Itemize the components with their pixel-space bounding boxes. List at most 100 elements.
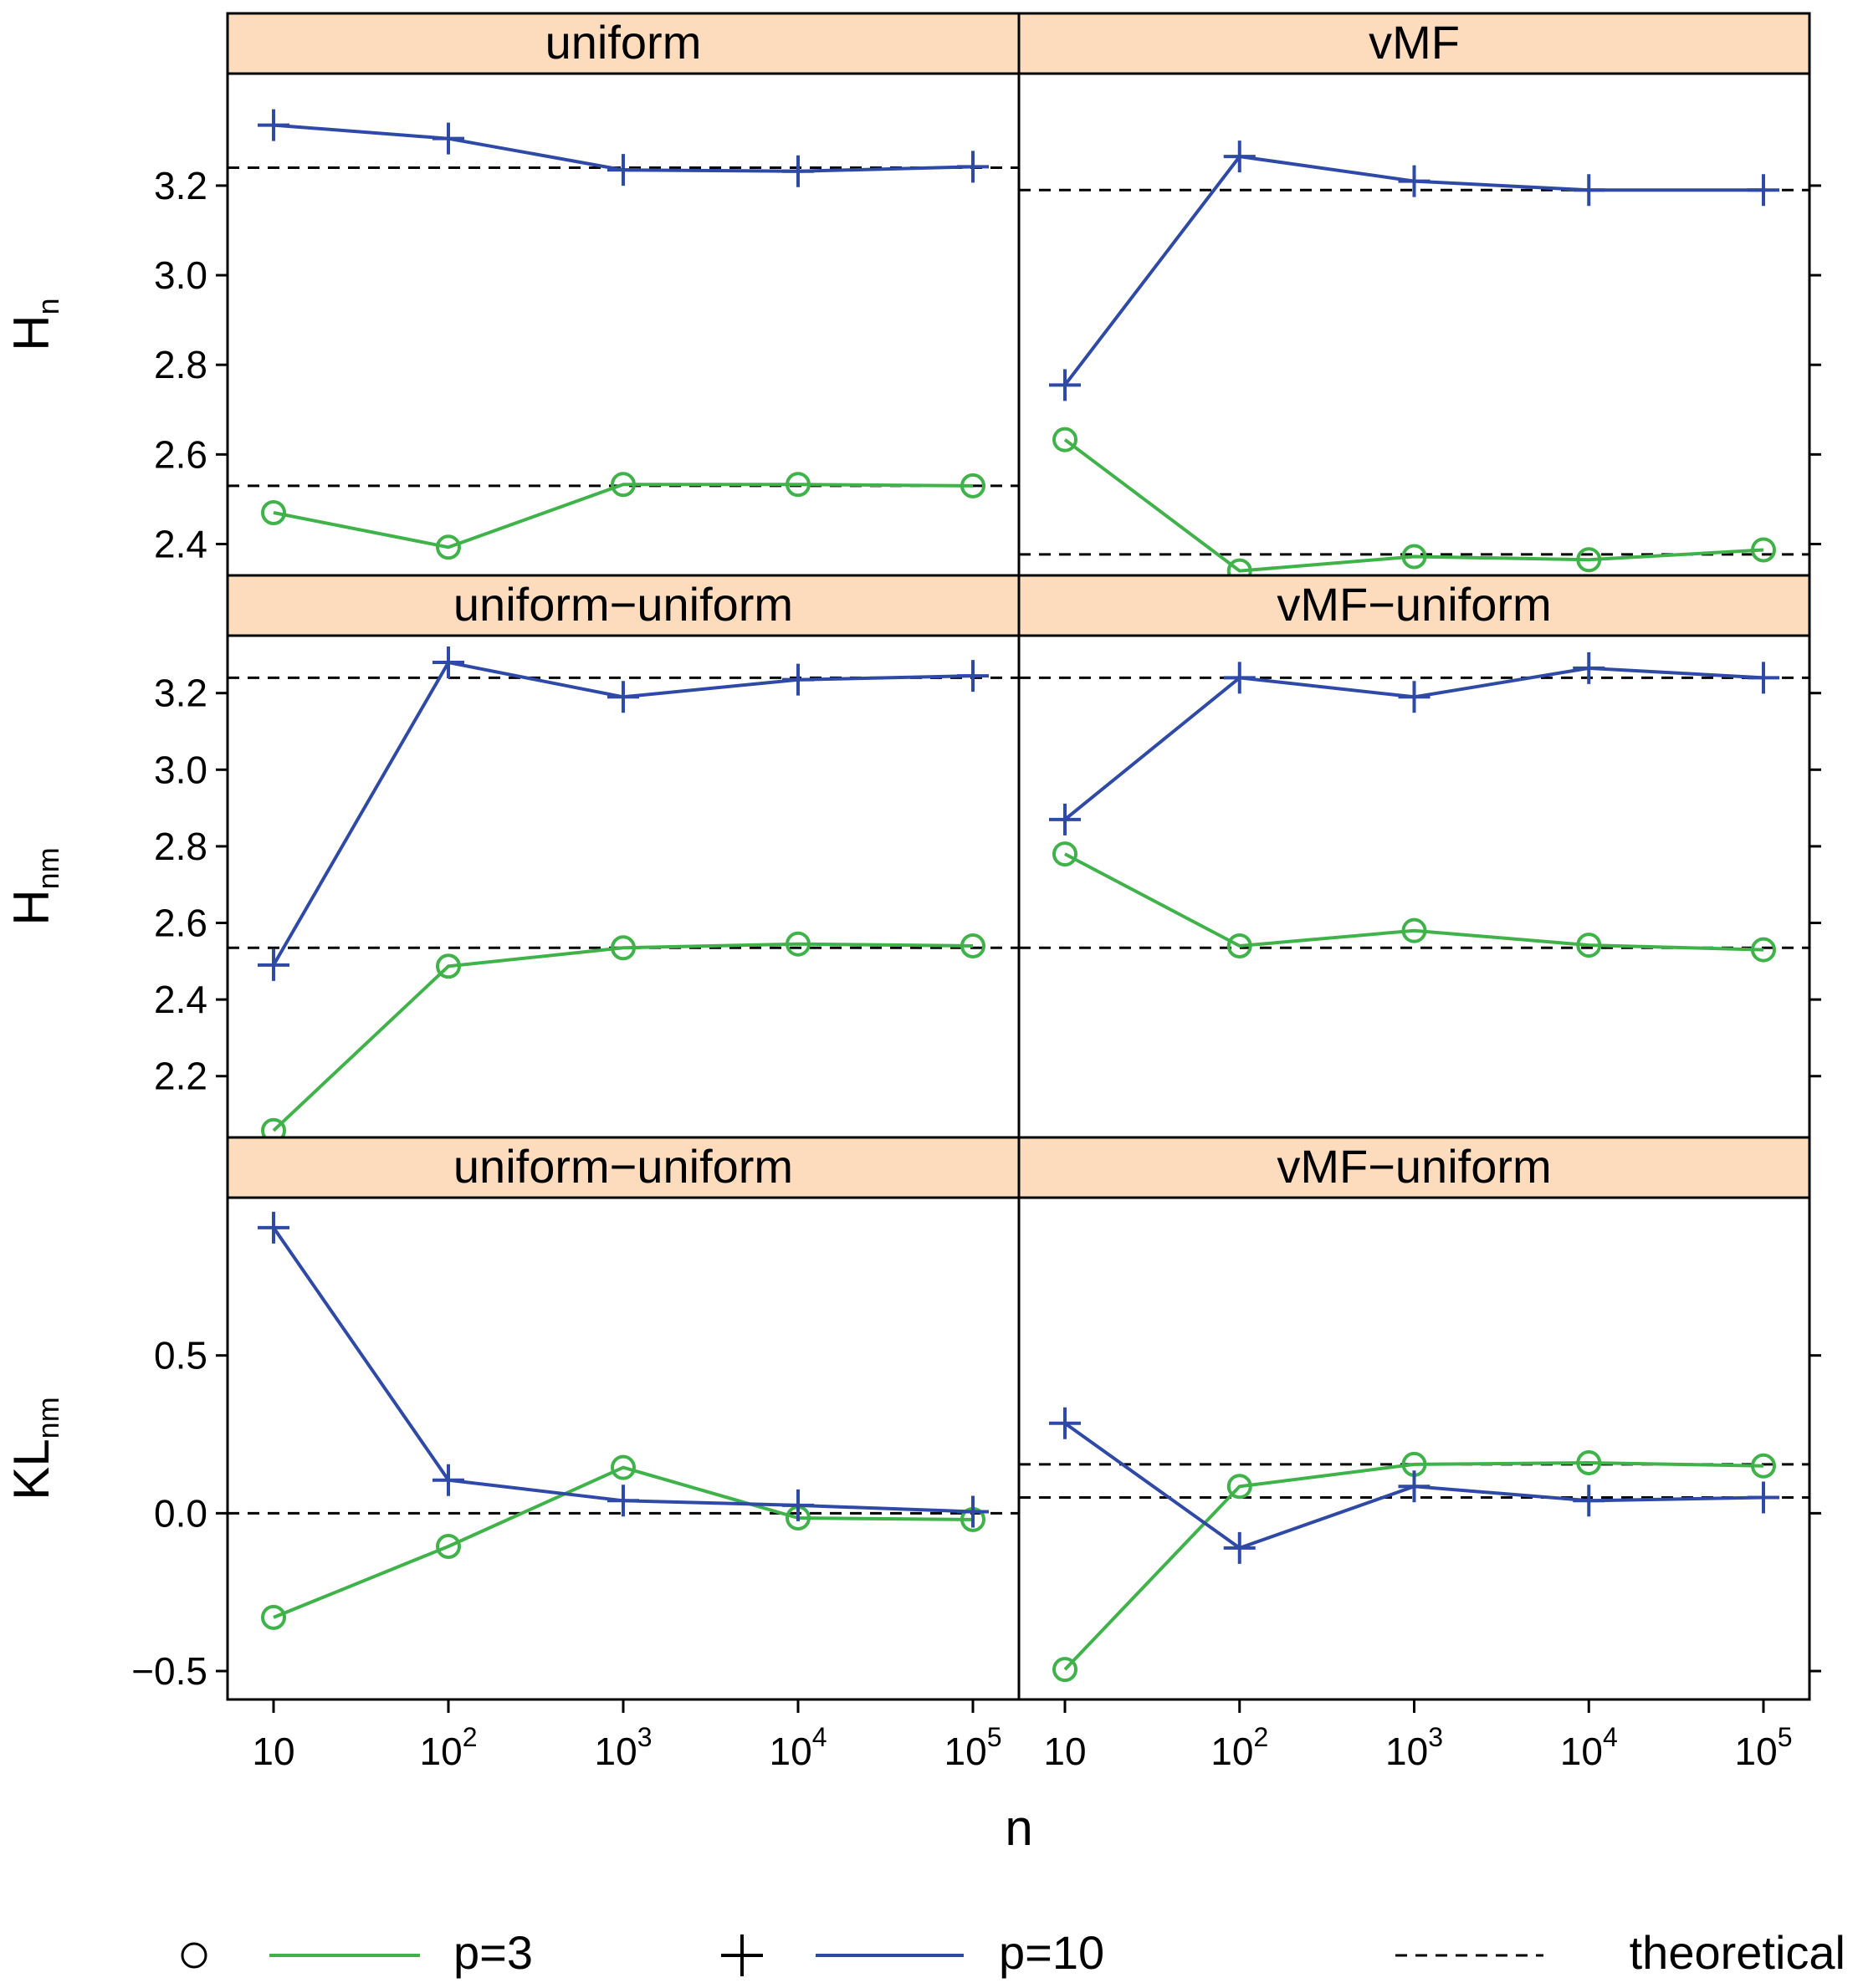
x-tick-base: 10	[1560, 1730, 1603, 1773]
x-tick-base: 10	[420, 1730, 463, 1773]
panel-border	[226, 1196, 1021, 1701]
point-p3	[436, 534, 461, 560]
panel-border	[1017, 1196, 1811, 1701]
x-tick-base: 10	[1735, 1730, 1778, 1773]
x-tick-exponent: 3	[1428, 1722, 1443, 1752]
x-tick-label: 104	[1560, 1722, 1618, 1773]
panel-strip	[1017, 12, 1811, 75]
series-line-p3	[1063, 1460, 1764, 1671]
point-p10	[957, 660, 989, 692]
point-p10	[1398, 681, 1431, 713]
point-p10	[432, 122, 464, 155]
point-p10	[1049, 369, 1081, 401]
x-tick-exponent: 2	[1253, 1722, 1268, 1752]
point-p3	[1052, 841, 1077, 867]
point-p10	[1398, 1470, 1431, 1503]
y-axis-label-base: KL	[3, 1439, 59, 1500]
point-p10	[1223, 1531, 1256, 1564]
x-tick-base: 10	[595, 1730, 637, 1773]
x-tick-base: 10	[770, 1730, 812, 1773]
x-tick-base: 10	[944, 1730, 987, 1773]
y-axis-label: Hnm	[3, 847, 65, 925]
x-tick-exponent: 3	[637, 1722, 653, 1752]
x-tick-label: 102	[1210, 1722, 1268, 1773]
point-p3	[611, 1454, 636, 1480]
series-line-p3	[1064, 852, 1764, 952]
x-tick-exponent: 5	[1778, 1722, 1793, 1752]
y-tick-label: 3.2	[154, 164, 207, 207]
legend-label-p3: p=3	[453, 1926, 533, 1979]
y-tick-label: 2.6	[154, 902, 207, 945]
point-p10	[432, 646, 464, 679]
x-tick-label: 10	[1043, 1730, 1086, 1773]
y-axis-label-subscript: n	[31, 298, 65, 314]
point-p10	[607, 681, 639, 713]
point-p3	[1401, 917, 1427, 943]
y-axis-label: Hn	[3, 298, 65, 350]
legend-symbol-plus	[721, 1934, 763, 1976]
point-p10	[607, 1485, 639, 1517]
point-p3	[1576, 933, 1602, 958]
series-line-p3	[273, 483, 974, 549]
y-axis-label-subscript: nm	[31, 1397, 65, 1439]
point-p3	[1751, 537, 1776, 563]
panel-strip	[1017, 574, 1811, 637]
x-tick-exponent: 2	[463, 1722, 478, 1752]
point-p3	[1401, 544, 1427, 570]
point-p3	[1226, 1474, 1252, 1500]
point-p10	[957, 151, 989, 183]
panel-1-0: uniform−uniform	[226, 574, 1021, 1143]
point-p3	[786, 472, 811, 498]
point-p10	[1049, 803, 1081, 836]
panel-strip-label: vMF	[1369, 16, 1460, 69]
series-line-p3	[273, 1465, 974, 1619]
point-p10	[1573, 1485, 1605, 1517]
point-p10	[1748, 174, 1779, 207]
panel-strip	[1017, 1136, 1811, 1199]
x-axis-label: n	[1005, 1800, 1032, 1856]
point-p3	[1052, 1657, 1077, 1683]
point-p10	[782, 1489, 814, 1521]
point-p3	[1052, 427, 1077, 452]
panel-strip	[226, 12, 1021, 75]
panel-border	[226, 72, 1021, 577]
y-tick-label: 2.4	[154, 978, 207, 1021]
y-tick-label: 3.2	[154, 672, 207, 715]
point-p10	[258, 948, 289, 981]
x-tick-base: 10	[1043, 1730, 1086, 1773]
point-p3	[436, 1533, 461, 1559]
x-tick-label: 10	[252, 1730, 294, 1773]
panel-strip-label: uniform−uniform	[453, 1140, 793, 1193]
point-p3	[611, 472, 636, 498]
y-tick-label: 2.8	[154, 825, 207, 868]
point-p3	[786, 931, 811, 957]
axes-layer: 2.4 2.6 2.8 3.0 3.2 Hn 2.2 2.4 2.6 2.8 3.0 3.2 Hnm −0…	[3, 164, 1821, 1773]
x-tick-label: 104	[770, 1722, 827, 1773]
point-p10	[258, 109, 289, 141]
y-axis-label-base: H	[3, 314, 59, 350]
panel-0-0: uniform	[226, 12, 1021, 577]
panel-strip-label: uniform−uniform	[453, 578, 793, 631]
y-axis-label-base: H	[3, 889, 59, 925]
x-tick-label: 103	[595, 1722, 653, 1773]
point-p10	[782, 155, 814, 187]
panel-1-1: vMF−uniform	[1017, 574, 1811, 1139]
point-p3	[1576, 1449, 1602, 1475]
x-tick-label: 105	[944, 1722, 1002, 1773]
point-p3	[1576, 547, 1602, 573]
point-p10	[1748, 662, 1779, 694]
point-p3	[960, 933, 985, 958]
series-line-p3	[1063, 438, 1764, 573]
point-p10	[258, 1211, 289, 1244]
point-p10	[1748, 1481, 1779, 1514]
panel-strip-label: uniform	[545, 16, 702, 69]
x-tick-label: 105	[1735, 1722, 1793, 1773]
legend-symbol-circle	[181, 1942, 207, 1969]
point-p10	[1573, 652, 1605, 684]
point-p10	[1223, 662, 1256, 694]
x-tick-base: 10	[1385, 1730, 1428, 1773]
y-axis-label-subscript: nm	[31, 847, 65, 889]
y-tick-label: 2.2	[154, 1055, 207, 1098]
panel-strip-label: vMF−uniform	[1277, 578, 1551, 631]
